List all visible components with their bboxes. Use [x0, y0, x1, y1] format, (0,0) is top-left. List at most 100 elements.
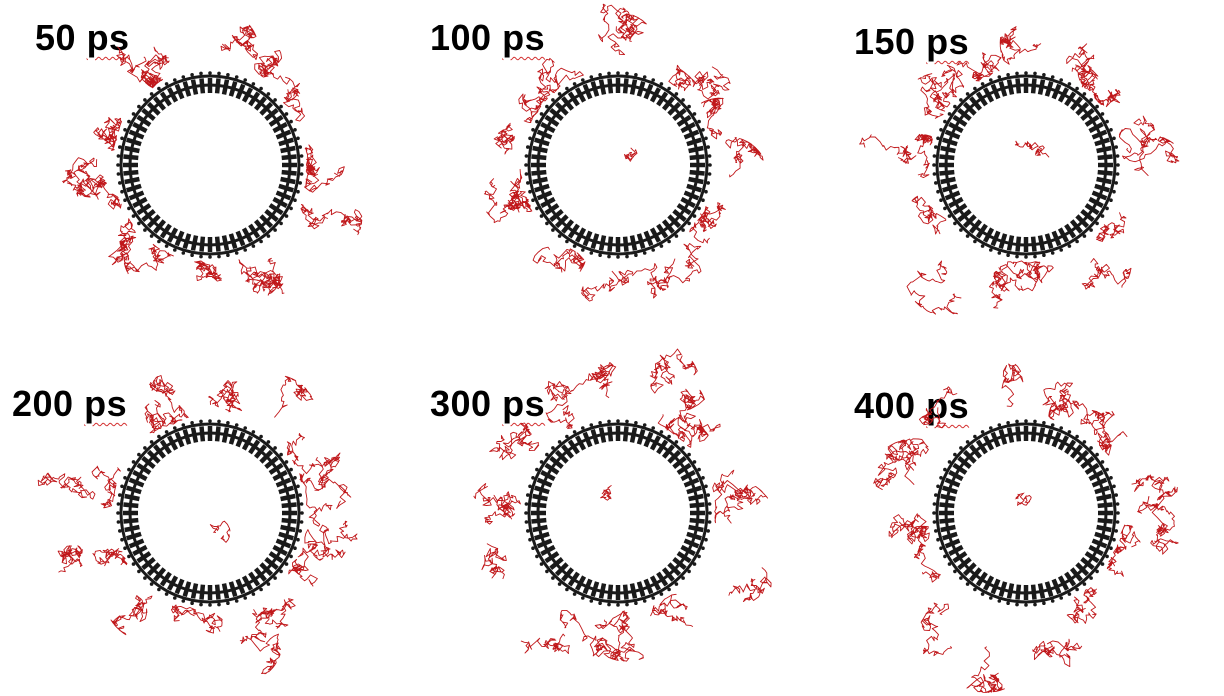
lipid-molecule — [1096, 145, 1112, 154]
lipid-headgroup — [589, 251, 594, 255]
lipid-molecule — [136, 114, 152, 127]
lipid-molecule — [146, 449, 161, 464]
lipid-headgroup — [706, 493, 710, 497]
lipid-molecule — [1051, 431, 1062, 448]
trajectory-path — [1066, 43, 1099, 88]
lipid-molecule — [567, 91, 580, 107]
trajectory-path — [116, 46, 170, 85]
lipid-molecule — [268, 551, 284, 564]
lipid-molecule — [182, 429, 192, 445]
lipid-molecule — [1030, 426, 1037, 442]
lipid-headgroup — [226, 601, 230, 605]
lipid-headgroup — [557, 234, 562, 238]
lipid-molecule — [676, 114, 692, 127]
trajectory-path — [544, 380, 575, 429]
lipid-headgroup — [701, 128, 705, 132]
lipid-headgroup — [1015, 254, 1019, 259]
lipid-molecule — [1030, 78, 1037, 94]
trajectory-path — [245, 266, 283, 296]
lipid-headgroup — [973, 86, 977, 91]
lipid-headgroup — [943, 554, 947, 559]
lipid-headgroup — [199, 254, 203, 259]
lipid-molecule — [544, 114, 560, 127]
bilayer-ring-snapshot — [483, 3, 764, 302]
lipid-headgroup — [526, 529, 530, 533]
lipid-molecule — [532, 524, 548, 533]
lipid-molecule — [656, 91, 669, 107]
lipid-headgroup — [943, 119, 947, 124]
trajectory-path — [299, 473, 352, 527]
lipid-headgroup — [528, 484, 532, 489]
lipid-molecule — [944, 477, 961, 488]
trajectory-path — [600, 485, 612, 501]
lipid-headgroup — [697, 119, 701, 124]
lipid-molecule — [998, 581, 1008, 597]
lipid-headgroup — [989, 78, 993, 82]
lipid-molecule — [688, 493, 704, 502]
lipid-headgroup — [234, 251, 239, 255]
lipid-molecule — [1037, 427, 1046, 443]
trajectory-path — [484, 491, 521, 525]
lipid-molecule — [128, 190, 145, 201]
trajectory-path — [917, 73, 955, 119]
lipid-molecule — [582, 230, 593, 247]
lipid-headgroup — [692, 460, 697, 464]
lipid-molecule — [957, 456, 972, 470]
lipid-molecule — [629, 583, 638, 599]
lipid-headgroup — [131, 460, 136, 464]
lipid-headgroup — [118, 181, 122, 185]
lipid-molecule — [1088, 122, 1104, 134]
lipid-molecule — [940, 524, 956, 533]
lipid-molecule — [686, 531, 702, 541]
lipid-headgroup — [131, 214, 136, 218]
lipid-headgroup — [279, 221, 283, 226]
lipid-molecule — [607, 78, 614, 94]
lipid-headgroup — [667, 86, 671, 91]
lipid-headgroup — [173, 426, 177, 430]
lipid-headgroup — [659, 244, 664, 248]
lipid-molecule — [940, 176, 956, 185]
trajectory-path — [1014, 140, 1039, 151]
solvent-trajectories — [473, 348, 772, 662]
lipid-headgroup — [208, 419, 212, 423]
lipid-molecule — [940, 145, 956, 154]
panel-label: 300 ps — [430, 384, 545, 424]
trajectory-path — [607, 13, 647, 56]
lipid-headgroup — [667, 434, 671, 439]
lipid-molecule — [689, 169, 705, 176]
lipid-headgroup — [659, 592, 664, 596]
lipid-headgroup — [980, 82, 985, 86]
trajectory-path — [140, 54, 169, 89]
lipid-headgroup — [704, 189, 708, 194]
lipid-headgroup — [273, 446, 277, 450]
lipid-headgroup — [692, 562, 697, 566]
trajectory-path — [725, 137, 764, 178]
lipid-headgroup — [557, 92, 562, 96]
lipid-molecule — [264, 556, 279, 570]
lipid-molecule — [124, 493, 140, 502]
lipid-headgroup — [127, 554, 131, 559]
lipid-molecule — [153, 96, 167, 111]
lipid-molecule — [1057, 575, 1069, 591]
lipid-headgroup — [1075, 434, 1079, 439]
trajectory-path — [532, 246, 586, 273]
lipid-headgroup — [1109, 128, 1113, 132]
lipid-headgroup — [190, 601, 194, 605]
lipid-molecule — [253, 444, 267, 459]
lipid-headgroup — [1082, 92, 1087, 96]
lipid-molecule — [680, 544, 696, 556]
lipid-molecule — [153, 567, 167, 582]
lipid-molecule — [531, 154, 547, 161]
lipid-headgroup — [572, 244, 577, 248]
lipid-headgroup — [143, 98, 147, 102]
lipid-headgroup — [965, 582, 970, 586]
lipid-headgroup — [259, 239, 263, 244]
lipid-molecule — [221, 79, 230, 95]
lipid-headgroup — [667, 239, 671, 244]
lipid-molecule — [1091, 190, 1108, 201]
lipid-headgroup — [707, 172, 712, 176]
lipid-headgroup — [936, 537, 940, 542]
lipid-molecule — [561, 219, 575, 234]
lipid-headgroup — [1100, 112, 1105, 116]
trajectory-path — [1131, 474, 1178, 514]
